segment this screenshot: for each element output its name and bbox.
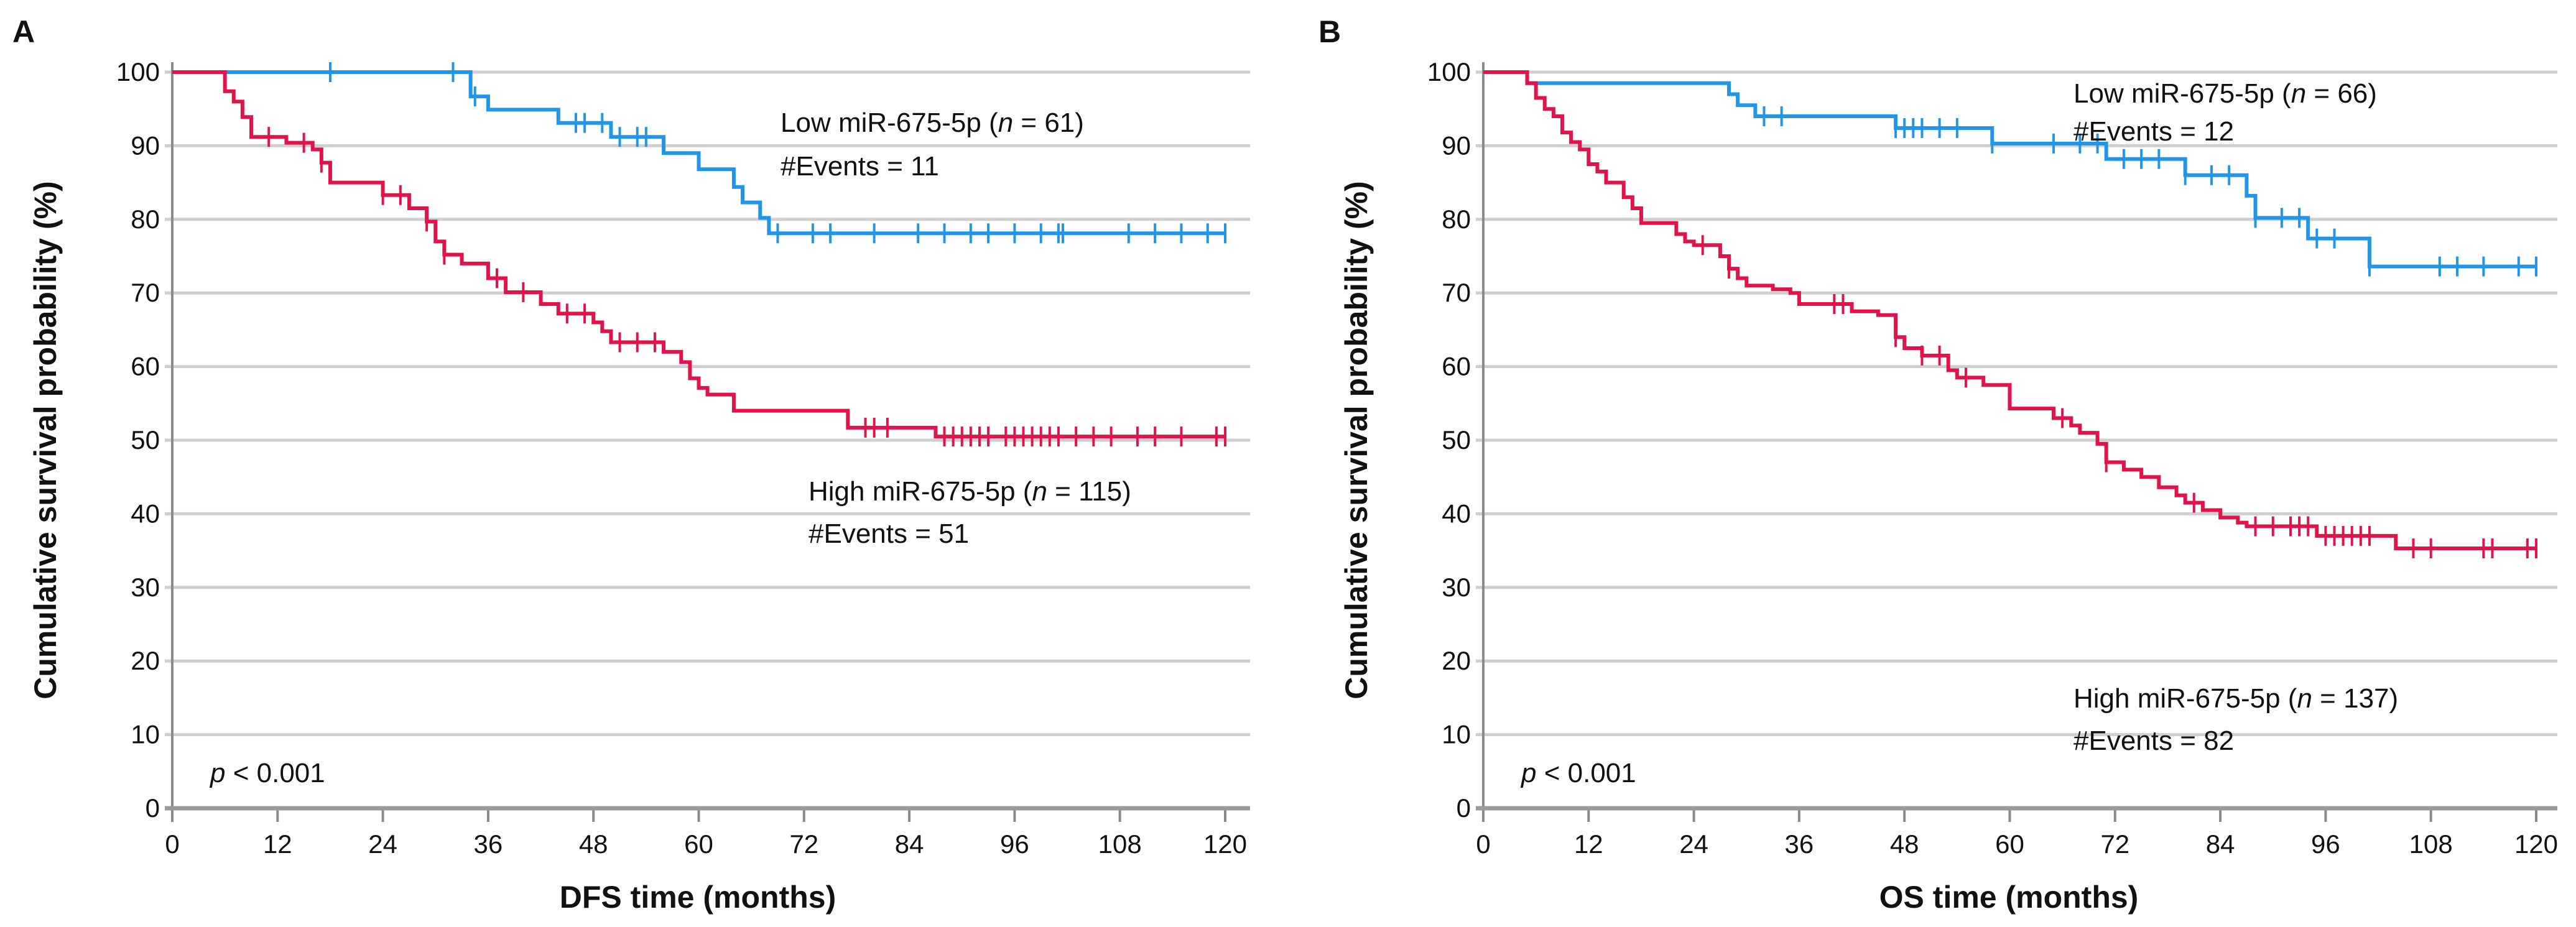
x-tick-label: 24 [368, 829, 397, 859]
p-value: p < 0.001 [209, 758, 325, 788]
x-tick-label: 60 [684, 829, 713, 859]
label-pre: Low miR-675-5p ( [781, 108, 998, 138]
y-tick-label: 70 [1442, 278, 1471, 307]
label-n: n [2291, 78, 2306, 109]
x-tick-label: 0 [1476, 829, 1490, 859]
y-tick-label: 20 [131, 646, 160, 675]
legend-high-events: #Events = 51 [808, 519, 969, 549]
x-tick-label: 96 [2311, 829, 2340, 859]
p-value-text: < 0.001 [1536, 758, 1636, 788]
label-n: n [2297, 683, 2312, 714]
y-tick-label: 0 [1457, 793, 1471, 823]
label-post: = 115) [1047, 476, 1131, 507]
x-tick-label: 48 [1890, 829, 1919, 859]
panel-a: A 0 10 20 30 40 50 60 70 80 90 100 0 12 24 36 48 60 72 84… [12, 14, 1250, 915]
y-tick-labels: 0 10 20 30 40 50 60 70 80 90 100 [1427, 57, 1471, 823]
y-tick-label: 10 [131, 720, 160, 749]
x-tick-label: 48 [579, 829, 608, 859]
y-tick-label: 60 [131, 352, 160, 381]
label-n: n [998, 108, 1013, 138]
x-tick-label: 36 [474, 829, 503, 859]
p-value-text: < 0.001 [225, 758, 325, 788]
x-tick-label: 72 [2100, 829, 2129, 859]
label-pre: Low miR-675-5p ( [2073, 78, 2291, 109]
y-tick-label: 30 [1442, 573, 1471, 602]
y-tick-label: 90 [1442, 131, 1471, 160]
x-tick-label: 0 [165, 829, 179, 859]
y-tick-label: 100 [1427, 57, 1471, 86]
x-tick-label: 12 [263, 829, 292, 859]
label-pre: High miR-675-5p ( [808, 476, 1032, 507]
survival-curve-high [172, 70, 1225, 439]
gridlines [165, 70, 1250, 810]
x-axis-title: DFS time (months) [560, 880, 836, 915]
legend-low-events: #Events = 12 [2073, 116, 2234, 147]
y-tick-label: 50 [1442, 425, 1471, 454]
legend-high-label: High miR-675-5p (n = 137) [2073, 683, 2398, 714]
y-tick-label: 70 [131, 278, 160, 307]
y-tick-label: 20 [1442, 646, 1471, 675]
panel-b: B 0 10 20 30 40 50 60 70 80 90 100 0 12 24 36 48 60 72 84… [1318, 14, 2558, 915]
y-tick-label: 10 [1442, 720, 1471, 749]
label-pre: High miR-675-5p ( [2073, 683, 2297, 714]
x-tick-label: 36 [1785, 829, 1814, 859]
panel-letter: B [1318, 14, 1341, 49]
x-tick-label: 72 [789, 829, 818, 859]
p-symbol: p [1520, 758, 1536, 788]
gridlines [1476, 70, 2557, 810]
x-tick-label: 108 [2409, 829, 2453, 859]
survival-curves [1483, 70, 2537, 559]
y-tick-label: 100 [116, 57, 160, 86]
x-tick-labels: 0 12 24 36 48 60 72 84 96 108 120 [165, 829, 1247, 859]
x-tick-label: 84 [2206, 829, 2235, 859]
axes [1476, 62, 2557, 822]
y-axis-title: Cumulative survival probability (%) [28, 181, 63, 699]
x-axis-title: OS time (months) [1879, 880, 2139, 915]
x-tick-label: 12 [1574, 829, 1603, 859]
y-tick-label: 90 [131, 131, 160, 160]
legend-high-events: #Events = 82 [2073, 726, 2234, 756]
y-axis-title: Cumulative survival probability (%) [1339, 181, 1374, 699]
survival-curve-low [172, 70, 1225, 236]
y-tick-label: 30 [131, 573, 160, 602]
y-tick-label: 60 [1442, 352, 1471, 381]
label-post: = 66) [2306, 78, 2377, 109]
survival-curve-low [1483, 70, 2536, 269]
legend-high-label: High miR-675-5p (n = 115) [808, 476, 1131, 507]
x-tick-label: 120 [2514, 829, 2558, 859]
y-tick-labels: 0 10 20 30 40 50 60 70 80 90 100 [116, 57, 160, 823]
x-tick-label: 84 [895, 829, 924, 859]
label-post: = 61) [1013, 108, 1084, 138]
y-tick-label: 50 [131, 425, 160, 454]
x-tick-labels: 0 12 24 36 48 60 72 84 96 108 120 [1476, 829, 2558, 859]
y-tick-label: 0 [146, 793, 160, 823]
x-tick-label: 96 [1000, 829, 1029, 859]
survival-curve-high [1483, 70, 2536, 551]
panel-letter: A [12, 14, 35, 49]
x-tick-label: 120 [1203, 829, 1247, 859]
x-tick-label: 60 [1995, 829, 2024, 859]
x-tick-label: 108 [1098, 829, 1142, 859]
p-symbol: p [209, 758, 225, 788]
p-value: p < 0.001 [1520, 758, 1636, 788]
label-post: = 137) [2312, 683, 2398, 714]
y-tick-label: 80 [131, 205, 160, 234]
legend-low-label: Low miR-675-5p (n = 61) [781, 108, 1084, 138]
legend-low-label: Low miR-675-5p (n = 66) [2073, 78, 2377, 109]
legend-low-events: #Events = 11 [781, 151, 939, 182]
survival-curves [172, 62, 1226, 447]
label-n: n [1032, 476, 1047, 507]
x-tick-label: 24 [1679, 829, 1708, 859]
y-tick-label: 40 [131, 499, 160, 528]
y-tick-label: 40 [1442, 499, 1471, 528]
y-tick-label: 80 [1442, 205, 1471, 234]
axes [165, 62, 1250, 822]
